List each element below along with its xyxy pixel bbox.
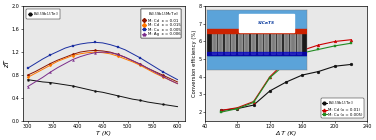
Legend: Bi$_{0.5}$Sb$_{1.5}$Te$_3$, M: Cd (x = 0.01), M: Cu (x = 0.005): Bi$_{0.5}$Sb$_{1.5}$Te$_3$, M: Cd (x = 0… <box>321 98 364 118</box>
X-axis label: T (K): T (K) <box>96 131 111 136</box>
Legend: Bi$_{0.5}$Sb$_{1.5}$M$_x$Te$_3$, M: Cd  x = 0.01, M: Cd  x = 0.015, M: Cu  x = 0: Bi$_{0.5}$Sb$_{1.5}$M$_x$Te$_3$, M: Cd x… <box>141 9 182 38</box>
Y-axis label: zT: zT <box>4 60 10 67</box>
Y-axis label: Conversion efficiency (%): Conversion efficiency (%) <box>192 30 197 97</box>
X-axis label: Δ T (K): Δ T (K) <box>275 131 297 136</box>
